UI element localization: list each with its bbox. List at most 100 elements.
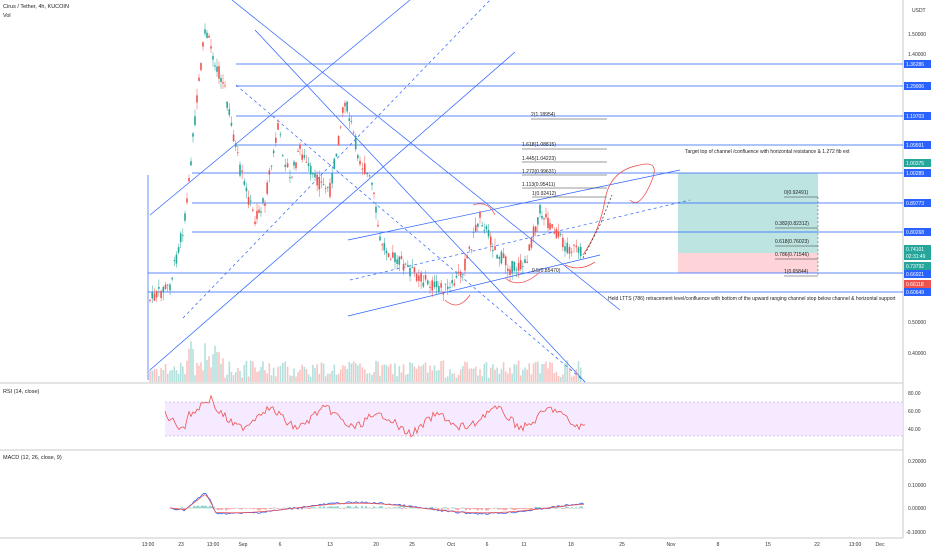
candle-body [444,283,447,285]
volume-bar [282,362,284,382]
volume-bar [442,360,445,382]
macd-hist-bar [259,508,261,511]
volume-bar [568,367,571,382]
price-candles [149,23,582,304]
candle-body [166,284,169,286]
macd-hist-bar [457,508,459,511]
candle-body [158,287,160,289]
volume-bar [377,361,379,382]
candle-body [532,226,535,237]
volume-bar [420,366,422,382]
candle-body [337,135,340,146]
candle-body [309,165,312,175]
candle-body [258,209,260,213]
symbol-title: Cirus / Tether, 4h, KUCOIN [3,4,69,10]
time-tick: 11 [521,542,526,548]
candle-body [270,165,273,167]
candle-body [566,242,569,253]
candle-body [515,269,518,271]
fib-ret-label: 0(0.92491) [784,190,809,196]
macd-hist-bar [345,507,347,509]
candle-body [368,175,371,177]
candle-body [534,226,537,233]
candle-body [575,245,578,248]
candle-body [479,211,481,218]
candle-body [387,253,390,257]
candle-body [208,35,210,38]
candle-body [222,82,224,84]
candle-body [268,170,271,175]
candle-body [272,150,275,154]
volume-bar [305,369,308,382]
macd-hist-bar [237,508,239,509]
volume-bar [522,369,524,382]
candle-body [557,231,560,237]
candle-body [237,151,239,153]
macd-tick: 0.20000 [908,459,926,465]
macd-hist-bar [187,507,189,509]
macd-hist-bar [257,508,259,511]
candle-body [377,224,379,227]
macd-hist-bar [307,508,309,509]
volume-bar [216,352,218,382]
trend-line [347,169,681,241]
candle-body [312,172,314,175]
volume-bar [368,373,371,382]
price-tag-text: 1.36286 [906,62,924,68]
volume-bar [524,367,526,382]
volume-bar [327,373,329,382]
macd-hist-bar [271,508,273,509]
candle-body [182,235,184,237]
candle-body [348,118,351,121]
candle-body [559,233,562,235]
macd-hist-bar [569,508,571,509]
candle-body [492,249,494,252]
candle-body [383,243,386,251]
fib-ext-label: 0.5(0.85470) [532,268,561,274]
macd-hist-bar [445,507,447,509]
macd-hist-bar [273,507,275,509]
fib-ret-label: 1(0.65844) [784,269,809,275]
candle-body [392,252,394,258]
macd-hist-bar [479,508,481,510]
volume-bar [196,363,198,382]
volume-bar [171,369,173,382]
candle-body [394,252,396,263]
candle-body [352,132,355,133]
volume-bar [284,361,286,382]
macd-hist-bar [375,507,377,509]
volume-bar [474,366,477,382]
trend-line [182,0,491,319]
time-tick: 25 [619,542,625,548]
volume-bar [433,365,436,382]
macd-hist-bar [209,505,211,509]
price-tick: 1.40000 [908,52,926,58]
price-tag-bg [904,288,931,296]
price-axis[interactable]: 1.40000 1.50000 0.50000 0.40000 1.362861… [904,32,931,536]
candle-body [530,237,533,248]
candle-body [241,170,243,172]
volume-bar [164,364,167,382]
macd-hist-bar [305,508,307,509]
macd-hist-bar [515,508,517,510]
fib-ext-label: 1.113(0.95411) [522,182,556,188]
candle-body [517,262,520,271]
macd-hist-bar [205,505,207,509]
candle-body [295,162,297,169]
macd-hist-bar [357,507,359,509]
volume-bar [489,367,492,382]
candle-body [539,205,541,214]
volume-bar [322,363,325,382]
macd-hist-bar [309,508,311,510]
volume-bar [224,377,226,382]
macd-hist-bar [219,508,221,510]
candle-body [216,66,218,72]
volume-bar [316,364,318,382]
candle-body [151,292,154,299]
volume-bar [511,373,513,382]
macd-hist-bar [181,507,183,509]
price-tag-bg [904,82,931,90]
time-axis[interactable]: 13:00 23 13:00 Sep 6 13 20 25 Oct 6 11 18 25 Nov 8 15 22… [142,542,885,548]
volume-bar [400,372,403,382]
